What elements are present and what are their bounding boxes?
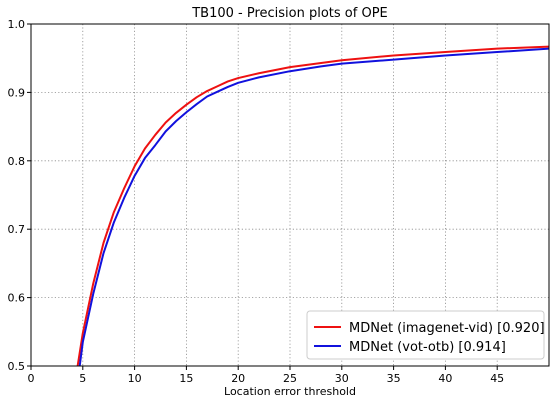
x-tick-label: 10 (128, 372, 142, 385)
x-tick-label: 30 (335, 372, 349, 385)
x-tick-label: 15 (179, 372, 193, 385)
y-tick-label: 1.0 (8, 18, 26, 31)
y-tick-label: 0.8 (8, 155, 26, 168)
x-tick-label: 35 (387, 372, 401, 385)
series-line-2 (78, 47, 549, 366)
x-tick-label: 45 (490, 372, 504, 385)
chart-title: TB100 - Precision plots of OPE (191, 6, 388, 21)
legend-label: MDNet (vot-otb) [0.914] (349, 340, 506, 355)
grid-lines (31, 24, 549, 366)
legend-box (306, 310, 545, 360)
series-line-1 (76, 45, 549, 366)
y-tick-label: 0.6 (8, 292, 26, 305)
chart-legend: MDNet (imagenet-vid) [0.920] MDNet (vot-o… (306, 310, 545, 360)
y-tick-label: 0.9 (8, 86, 26, 99)
series-lines (76, 45, 549, 366)
x-tick-label: 5 (79, 372, 86, 385)
x-tick-label: 25 (283, 372, 297, 385)
y-tick-label: 0.5 (8, 360, 26, 373)
x-tick-label: 20 (231, 372, 245, 385)
y-tick-label: 0.7 (8, 223, 26, 236)
legend-label: MDNet (imagenet-vid) [0.920] (349, 321, 545, 336)
x-axis-label: Location error threshold (224, 385, 356, 398)
axis-ticks: 0 5 10 15 20 25 30 35 40 45 0.5 0.6 0.7 0.8 0.9 1.0 (8, 18, 505, 385)
x-tick-label: 40 (438, 372, 452, 385)
x-tick-label: 0 (28, 372, 35, 385)
